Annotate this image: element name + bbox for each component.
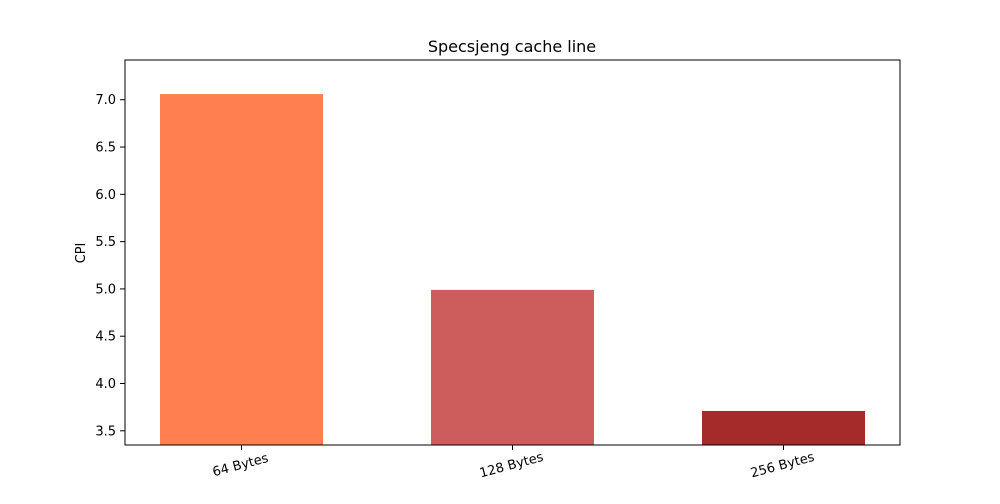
y-tick-label: 4.0	[95, 377, 116, 392]
bar-256-bytes	[702, 410, 865, 445]
y-axis: 3.5 4.0 4.5 5.0 5.5 6.0 6.5 7.0	[95, 93, 125, 439]
y-tick-label: 5.5	[95, 235, 116, 250]
y-tick-label: 4.5	[95, 330, 116, 345]
bars-group	[160, 94, 865, 446]
x-axis: 64 Bytes 128 Bytes 256 Bytes	[211, 445, 816, 481]
bar-64-bytes	[160, 94, 323, 446]
y-tick-label: 3.5	[95, 424, 116, 439]
x-tick-label: 256 Bytes	[749, 450, 816, 481]
x-tick-label: 128 Bytes	[478, 450, 545, 481]
plot-frame	[124, 59, 901, 446]
y-tick-label: 7.0	[95, 93, 116, 108]
chart-title: Specsjeng cache line	[428, 37, 596, 56]
y-tick-label: 6.0	[95, 188, 116, 203]
bar-128-bytes	[431, 289, 594, 445]
y-tick-label: 6.5	[95, 141, 116, 156]
y-axis-label: CPI	[74, 243, 89, 264]
x-tick-label: 64 Bytes	[211, 451, 270, 480]
y-tick-label: 5.0	[95, 282, 116, 297]
